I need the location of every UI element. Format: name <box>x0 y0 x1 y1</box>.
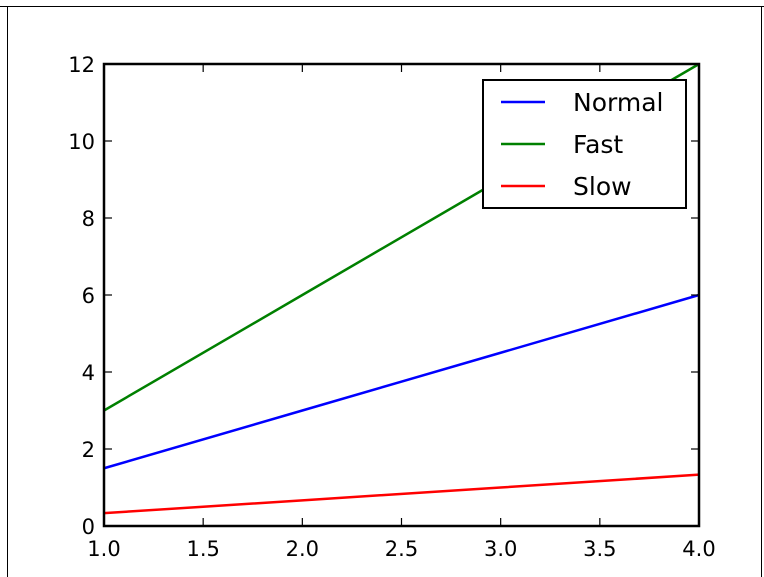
x-tick-label: 3.5 <box>583 537 616 561</box>
y-tick-label: 2 <box>82 438 95 462</box>
legend-label-normal: Normal <box>573 88 663 117</box>
figure-border-left <box>7 6 8 577</box>
figure-border-top <box>0 6 764 7</box>
y-tick-label: 8 <box>82 207 95 231</box>
legend-label-slow: Slow <box>573 172 632 201</box>
y-tick-label: 10 <box>68 130 95 154</box>
y-tick-label: 6 <box>82 284 95 308</box>
x-tick-label: 1.0 <box>87 537 120 561</box>
plot-area-border <box>102 62 701 528</box>
legend-label-fast: Fast <box>573 130 623 159</box>
figure-border-right <box>761 6 762 577</box>
x-tick-label: 4.0 <box>682 537 715 561</box>
series-line-normal <box>103 293 700 470</box>
x-tick-label: 1.5 <box>186 537 219 561</box>
y-tick-label: 0 <box>82 515 95 539</box>
series-line-slow <box>103 473 700 515</box>
ticks-layer: 1.0 1.5 2.0 2.5 3.0 3.5 4.0 0 2 4 6 8 10 12 <box>68 53 715 561</box>
y-tick-label: 4 <box>82 361 95 385</box>
x-tick-label: 2.5 <box>385 537 418 561</box>
x-tick-label: 2.0 <box>286 537 319 561</box>
y-tick-label: 12 <box>68 53 95 77</box>
legend: Normal Fast Slow <box>482 79 687 209</box>
x-tick-label: 3.0 <box>484 537 517 561</box>
